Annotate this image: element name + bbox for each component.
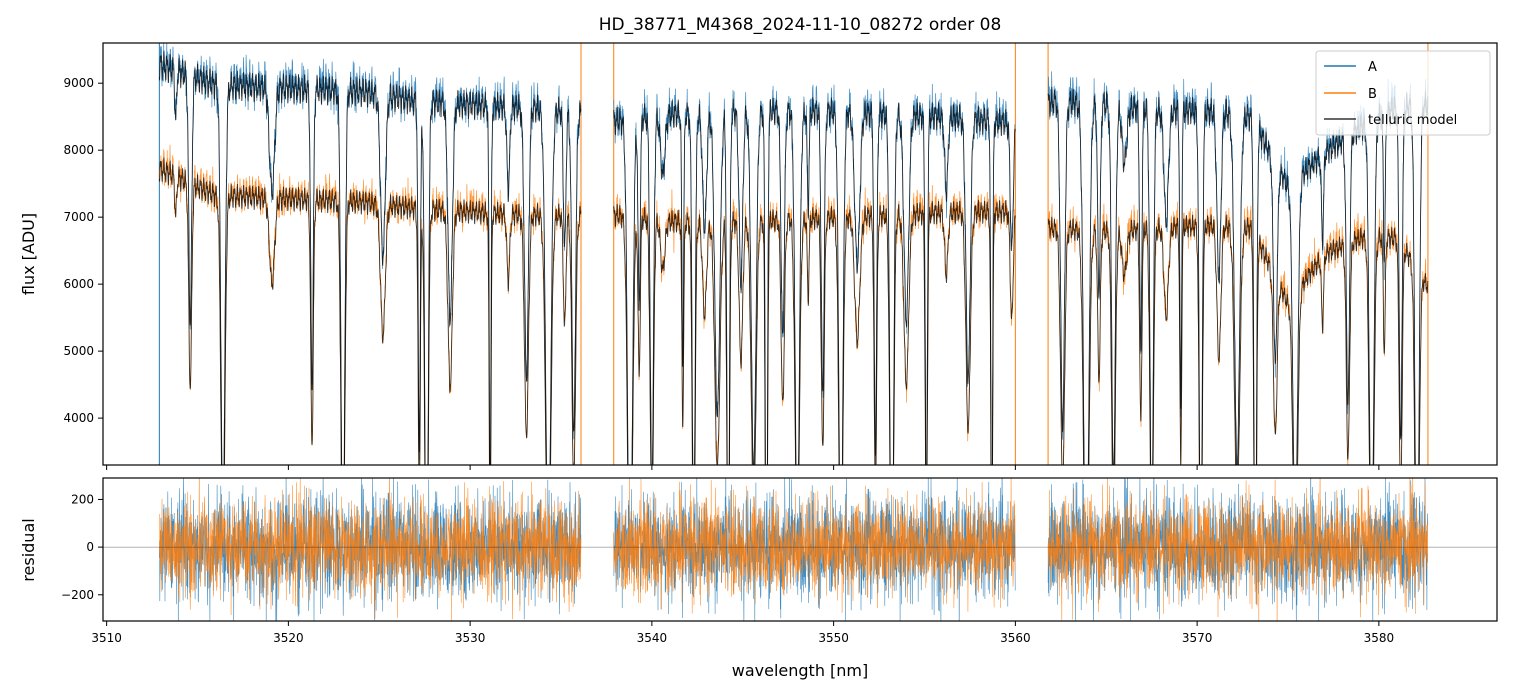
legend: A B telluric model	[1315, 50, 1491, 136]
x-tick-label: 3510	[91, 631, 122, 645]
y-tick-label: 7000	[63, 210, 94, 224]
y-tick-label: 8000	[63, 143, 94, 157]
y-tick-label: 6000	[63, 277, 94, 291]
y-tick-label: 0	[86, 540, 94, 554]
telluric-model-line-b	[158, 157, 1429, 465]
legend-box	[1315, 50, 1491, 136]
residual-b-line	[159, 478, 1429, 621]
y-tick-label: 5000	[63, 344, 94, 358]
y-tick-label: −200	[61, 588, 94, 602]
y-tick-label: 200	[71, 492, 94, 506]
flux-panel: 4000 5000 6000 7000 8000 9000 flux [ADU] A B …	[19, 42, 1498, 470]
x-tick-label: 3560	[1000, 631, 1031, 645]
residual-plot-area	[103, 478, 1497, 621]
legend-label-b: B	[1368, 87, 1377, 102]
residual-x-ticks: 3510 3520 3530 3540 3550 3560 3570 3580	[91, 621, 1394, 645]
x-tick-label: 3580	[1364, 631, 1395, 645]
residual-axes-frame	[102, 477, 1498, 622]
legend-label-a: A	[1368, 60, 1377, 75]
x-tick-label: 3570	[1182, 631, 1213, 645]
x-axis-label: wavelength [nm]	[732, 661, 869, 680]
y-tick-label: 9000	[63, 76, 94, 90]
y-tick-label: 4000	[63, 411, 94, 425]
flux-y-axis-label: flux [ADU]	[19, 213, 38, 295]
residual-y-axis-label: residual	[19, 518, 38, 581]
residual-panel: −200 0 200 3510 3520 3530 3540 3550 3560 3570 358…	[19, 477, 1498, 680]
chart-title: HD_38771_M4368_2024-11-10_08272 order 08	[599, 15, 1002, 35]
x-tick-label: 3520	[273, 631, 304, 645]
flux-y-ticks: 4000 5000 6000 7000 8000 9000	[63, 76, 103, 425]
x-tick-label: 3530	[455, 631, 486, 645]
flux-axes-frame	[102, 42, 1498, 466]
legend-label-telluric-model: telluric model	[1368, 113, 1457, 128]
x-tick-label: 3540	[637, 631, 668, 645]
x-tick-label: 3550	[818, 631, 849, 645]
flux-x-ticks	[106, 465, 1380, 470]
residual-y-ticks: −200 0 200	[61, 492, 103, 602]
